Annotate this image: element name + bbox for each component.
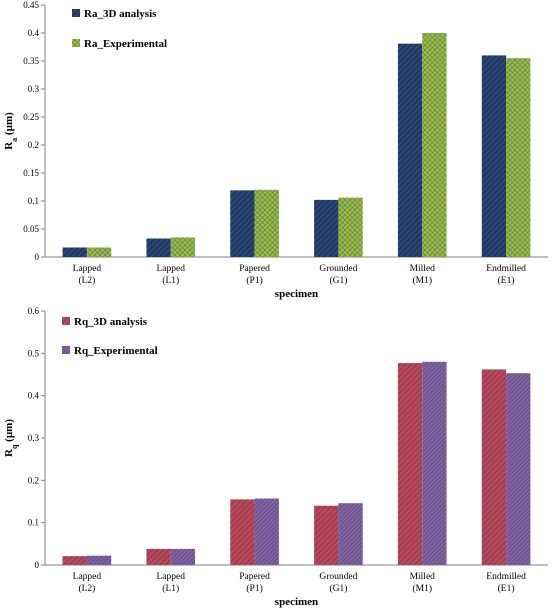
y-tick-label: 0.3 — [28, 84, 40, 94]
category-code-label: (M1) — [412, 275, 432, 286]
y-tick-label: 0 — [35, 252, 40, 262]
category-label: Lapped — [157, 572, 186, 582]
category-code-label: (P1) — [246, 583, 262, 594]
legend-swatch — [62, 317, 70, 325]
y-tick-label: 0.05 — [23, 224, 39, 234]
category-label: Papered — [239, 264, 270, 274]
category-label: Papered — [239, 572, 270, 582]
bar-rq-3d-0 — [62, 556, 87, 565]
category-label: Lapped — [73, 264, 102, 274]
y-tick-label: 0.45 — [23, 0, 39, 10]
y-tick-label: 0.2 — [28, 140, 39, 150]
rq-chart: 00.10.20.30.40.50.6 Lapped(L2)Lapped(L1)… — [3, 306, 548, 608]
rq-y-ticks: 0 0.1 0.2 0.3 0.4 0.5 0.6 — [28, 306, 45, 570]
category-code-label: (L2) — [78, 275, 95, 286]
category-label: Lapped — [73, 572, 102, 582]
bar-rq-exp-2 — [254, 498, 279, 565]
y-tick-label: 0.4 — [28, 391, 40, 401]
category-code-label: (L1) — [162, 583, 179, 594]
y-tick-label: 0.4 — [28, 28, 40, 38]
category-code-label: (P1) — [246, 275, 262, 286]
category-code-label: (L2) — [78, 583, 95, 594]
category-code-label: (G1) — [329, 583, 347, 594]
bar-ra-3d-1 — [146, 238, 171, 257]
ra-categories: Lapped(L2)Lapped(L1)Papered(P1)Grounded(… — [73, 264, 526, 286]
ra-legend: Ra_3D analysis Ra_Experimental — [72, 8, 167, 50]
ra-bars — [62, 33, 531, 258]
bar-rq-3d-2 — [230, 499, 255, 565]
rq-x-axis-title: specimen — [275, 596, 318, 608]
bar-ra-3d-0 — [62, 247, 87, 257]
legend-label: Rq_3D analysis — [74, 316, 148, 328]
legend-swatch — [62, 346, 70, 354]
y-tick-label: 0.1 — [28, 518, 39, 528]
bar-rq-3d-4 — [397, 363, 423, 565]
y-tick-label: 0.15 — [23, 168, 39, 178]
y-tick-label: 0.5 — [28, 348, 40, 358]
ra-x-axis-title: specimen — [275, 288, 318, 300]
bar-ra-3d-4 — [397, 43, 423, 257]
ra-y-axis-title: Ra (µm) — [3, 112, 19, 150]
category-code-label: (G1) — [329, 275, 347, 286]
bar-ra-exp-2 — [254, 189, 279, 257]
y-tick-label: 0.6 — [28, 306, 40, 316]
bar-ra-exp-0 — [86, 247, 112, 257]
category-label: Grounded — [319, 264, 357, 274]
y-tick-label: 0.35 — [23, 56, 39, 66]
bar-rq-3d-1 — [146, 548, 171, 565]
bar-ra-exp-4 — [422, 33, 447, 257]
category-label: Grounded — [319, 572, 357, 582]
category-label: Endmilled — [486, 572, 526, 582]
ra-y-ticks: 0 0.05 0.1 0.15 0.2 0.25 0.3 0.35 0.4 0.45 — [23, 0, 45, 262]
legend-swatch — [72, 39, 80, 47]
bar-rq-exp-5 — [506, 373, 531, 565]
category-label: Endmilled — [486, 264, 526, 274]
bar-rq-3d-3 — [314, 505, 339, 565]
category-label: Milled — [410, 572, 436, 582]
y-tick-label: 0 — [35, 560, 40, 570]
y-tick-label: 0.1 — [28, 196, 39, 206]
legend-label: Ra_Experimental — [84, 38, 167, 50]
legend-label: Ra_3D analysis — [84, 8, 157, 20]
bar-ra-3d-3 — [314, 199, 339, 257]
bar-rq-exp-0 — [86, 555, 112, 565]
bar-ra-3d-2 — [230, 190, 255, 257]
ra-chart: 0 0.05 0.1 0.15 0.2 0.25 0.3 0.35 0.4 0.45 Lapped… — [3, 0, 548, 300]
category-label: Lapped — [157, 264, 186, 274]
category-code-label: (M1) — [412, 583, 432, 594]
rq-y-axis-title: Rq (µm) — [3, 419, 19, 457]
y-tick-label: 0.2 — [28, 475, 39, 485]
bar-rq-exp-3 — [338, 503, 363, 565]
category-code-label: (E1) — [498, 275, 515, 286]
bar-ra-exp-5 — [506, 58, 531, 258]
bar-rq-exp-1 — [170, 548, 196, 565]
legend-label: Rq_Experimental — [74, 345, 158, 357]
category-code-label: (E1) — [498, 583, 515, 594]
y-tick-label: 0.25 — [23, 112, 39, 122]
rq-legend: Rq_3D analysis Rq_Experimental — [62, 316, 158, 357]
bar-rq-3d-5 — [481, 369, 507, 565]
bar-rq-exp-4 — [422, 361, 447, 565]
rq-categories: Lapped(L2)Lapped(L1)Papered(P1)Grounded(… — [73, 572, 526, 594]
legend-swatch — [72, 9, 80, 17]
bar-ra-exp-3 — [338, 197, 363, 257]
rq-bars — [62, 361, 531, 565]
category-code-label: (L1) — [162, 275, 179, 286]
category-label: Milled — [410, 264, 436, 274]
y-tick-label: 0.3 — [28, 433, 40, 443]
bar-ra-3d-5 — [481, 55, 507, 258]
bar-ra-exp-1 — [170, 237, 196, 257]
